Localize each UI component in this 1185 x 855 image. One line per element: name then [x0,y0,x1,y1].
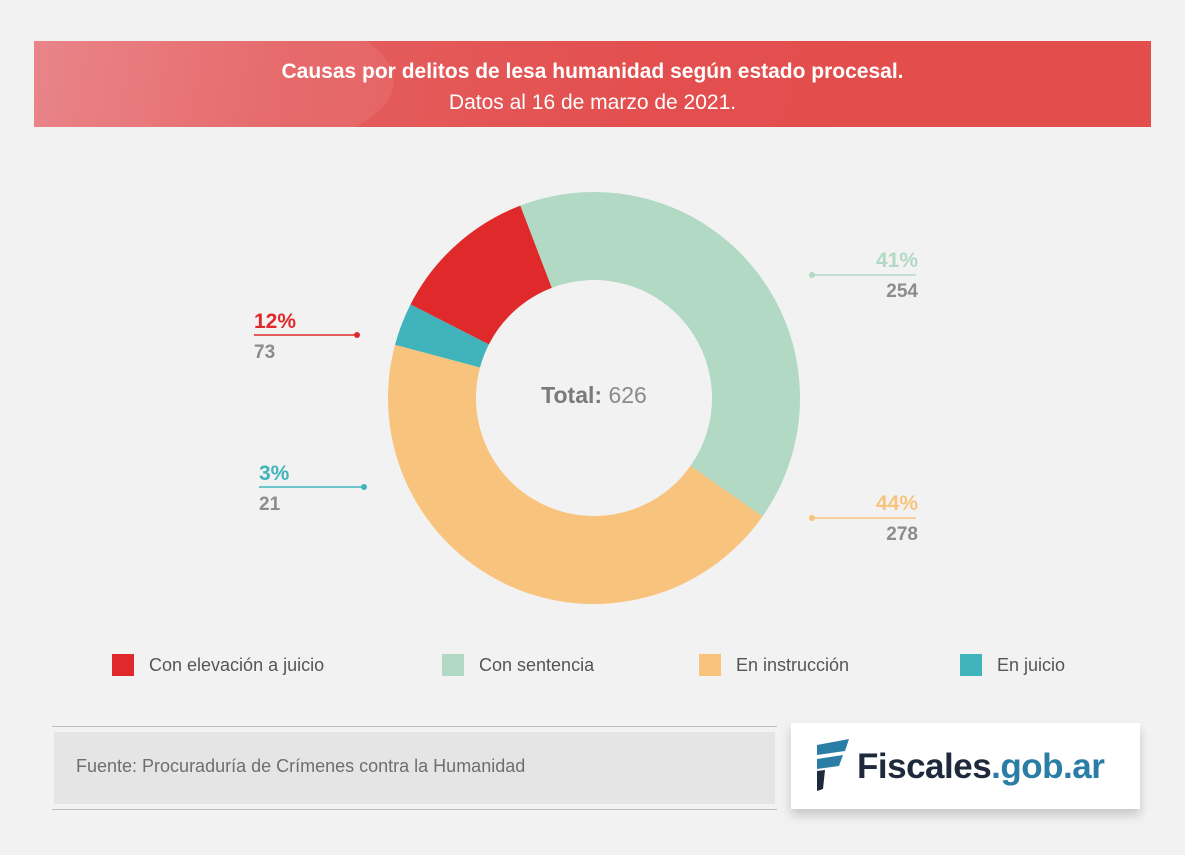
source-background [54,732,775,804]
fiscales-logo: Fiscales.gob.ar [791,723,1140,809]
callout-count: 73 [254,342,276,363]
total-label: Total: 626 [494,382,694,409]
callout-en-juicio: 3% 21 [259,462,289,516]
callout-percent: 3% [259,462,290,485]
logo-text-fiscales: Fiscales [857,747,992,786]
leader-en-instruccion-dot [809,515,815,521]
fiscales-flag-icon [817,739,849,791]
header-decoration [34,41,394,127]
slice-en-instrucci-n [388,344,763,604]
leader-con-sentencia-dot [809,272,815,278]
legend-label: Con elevación a juicio [149,654,325,675]
leader-en-juicio-dot [361,484,367,490]
callout-count: 278 [886,524,918,545]
donut-chart [254,191,916,604]
total-value: 626 [608,382,647,408]
callout-con-sentencia: 41% 254 [868,249,918,303]
legend-item-en-juicio: En juicio [960,653,1065,677]
source-box: Fuente: Procuraduría de Crímenes contra … [52,726,777,810]
total-caption: Total: [541,382,603,408]
legend-item-con-elevacion: Con elevación a juicio [112,653,324,677]
chart-title: Causas por delitos de lesa humanidad seg… [281,60,904,83]
legend-label: En instrucción [736,654,850,675]
legend-item-en-instruccion: En instrucción [699,653,849,677]
logo-text-domain: .gob.ar [991,747,1105,786]
legend-swatch [112,654,134,676]
chart-subtitle: Datos al 16 de marzo de 2021. [448,91,737,114]
slice-con-sentencia [520,191,800,517]
callout-percent: 44% [875,492,918,515]
callout-percent: 41% [875,249,918,272]
legend-swatch [699,654,721,676]
chart-header: Causas por delitos de lesa humanidad seg… [34,41,1151,127]
callout-percent: 12% [254,310,297,333]
legend-swatch [960,654,982,676]
legend-swatch [442,654,464,676]
callout-con-elevacion: 12% 73 [254,310,296,364]
legend-item-con-sentencia: Con sentencia [442,653,594,677]
leader-con-elevacion-dot [354,332,360,338]
source-text: Fuente: Procuraduría de Crímenes contra … [76,756,526,776]
logo-text: Fiscales.gob.ar [857,747,1105,787]
slice-con-elevaci-n-a-juicio [410,205,552,345]
callout-count: 254 [886,281,918,302]
callout-count: 21 [259,494,281,515]
callout-en-instruccion: 44% 278 [858,492,918,546]
legend-label: Con sentencia [479,654,595,675]
legend-label: En juicio [997,654,1066,675]
slice-en-juicio [394,304,489,368]
